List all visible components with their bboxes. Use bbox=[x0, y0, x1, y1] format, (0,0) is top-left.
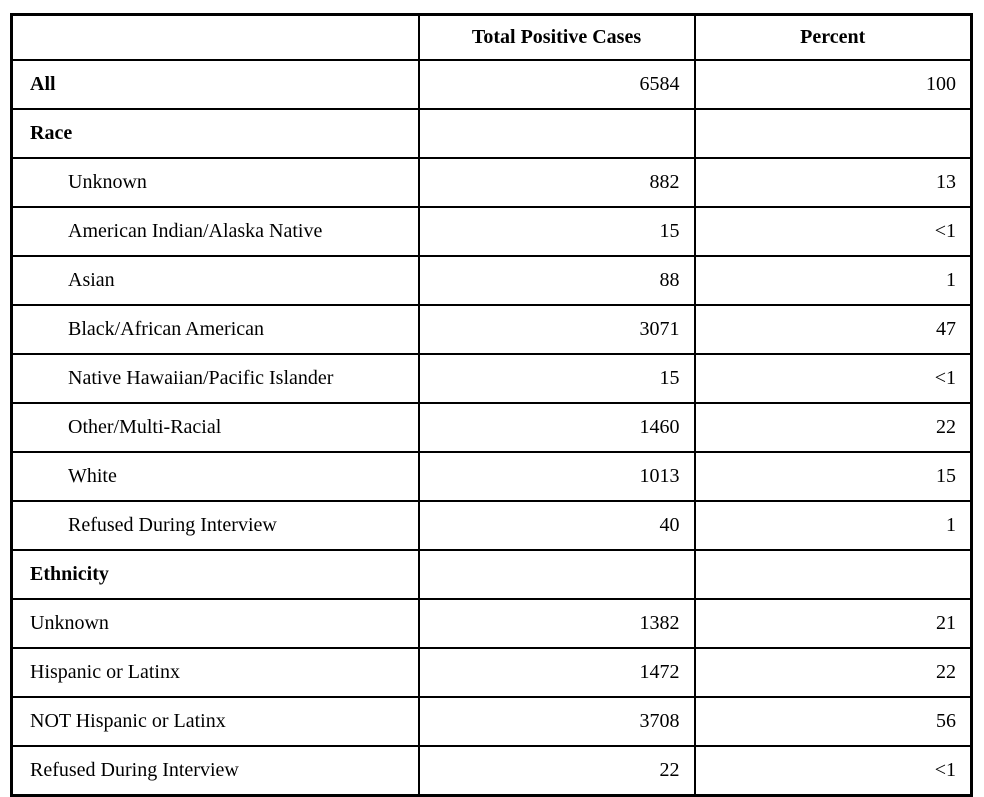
cases-value: 88 bbox=[417, 255, 696, 306]
percent-value: <1 bbox=[693, 206, 973, 257]
percent-value: 22 bbox=[693, 402, 973, 453]
table-row: Other/Multi-Racial 1460 22 bbox=[10, 402, 973, 453]
row-label: All bbox=[10, 59, 420, 110]
cases-value: 1460 bbox=[417, 402, 696, 453]
percent-value: 56 bbox=[693, 696, 973, 747]
percent-value: 15 bbox=[693, 451, 973, 502]
percent-value: <1 bbox=[693, 353, 973, 404]
percent-value: 1 bbox=[693, 500, 973, 551]
table-row: Native Hawaiian/Pacific Islander 15 <1 bbox=[10, 353, 973, 404]
cases-value: 1382 bbox=[417, 598, 696, 649]
cases-value: 1472 bbox=[417, 647, 696, 698]
row-label: Asian bbox=[10, 255, 420, 306]
cases-value bbox=[417, 549, 696, 600]
row-label: Unknown bbox=[10, 157, 420, 208]
table-row: American Indian/Alaska Native 15 <1 bbox=[10, 206, 973, 257]
table-row: NOT Hispanic or Latinx 3708 56 bbox=[10, 696, 973, 747]
percent-value bbox=[693, 549, 973, 600]
row-label: Unknown bbox=[10, 598, 420, 649]
cases-value: 882 bbox=[417, 157, 696, 208]
table-row: Unknown 882 13 bbox=[10, 157, 973, 208]
percent-value: 1 bbox=[693, 255, 973, 306]
cases-value bbox=[417, 108, 696, 159]
table-row: White 1013 15 bbox=[10, 451, 973, 502]
column-header-total-positive-cases: Total Positive Cases bbox=[417, 13, 696, 61]
row-label: Black/African American bbox=[10, 304, 420, 355]
cases-value: 15 bbox=[417, 353, 696, 404]
table-row-ethnicity-section: Ethnicity bbox=[10, 549, 973, 600]
percent-value: <1 bbox=[693, 745, 973, 797]
table-row: Hispanic or Latinx 1472 22 bbox=[10, 647, 973, 698]
table-row: Black/African American 3071 47 bbox=[10, 304, 973, 355]
percent-value: 13 bbox=[693, 157, 973, 208]
percent-value: 100 bbox=[693, 59, 973, 110]
positive-cases-table: Total Positive Cases Percent All 6584 10… bbox=[10, 13, 973, 797]
row-label: American Indian/Alaska Native bbox=[10, 206, 420, 257]
cases-value: 3071 bbox=[417, 304, 696, 355]
section-label: Ethnicity bbox=[10, 549, 420, 600]
percent-value: 21 bbox=[693, 598, 973, 649]
cases-value: 6584 bbox=[417, 59, 696, 110]
cases-value: 1013 bbox=[417, 451, 696, 502]
section-label: Race bbox=[10, 108, 420, 159]
row-label: Refused During Interview bbox=[10, 745, 420, 797]
cases-value: 15 bbox=[417, 206, 696, 257]
cases-value: 22 bbox=[417, 745, 696, 797]
table-row-race-section: Race bbox=[10, 108, 973, 159]
table-row: Refused During Interview 40 1 bbox=[10, 500, 973, 551]
row-label: Hispanic or Latinx bbox=[10, 647, 420, 698]
row-label: NOT Hispanic or Latinx bbox=[10, 696, 420, 747]
percent-value: 22 bbox=[693, 647, 973, 698]
row-label: White bbox=[10, 451, 420, 502]
row-label: Native Hawaiian/Pacific Islander bbox=[10, 353, 420, 404]
row-label: Other/Multi-Racial bbox=[10, 402, 420, 453]
cases-value: 3708 bbox=[417, 696, 696, 747]
percent-value: 47 bbox=[693, 304, 973, 355]
column-header-empty bbox=[10, 13, 420, 61]
table-row: Unknown 1382 21 bbox=[10, 598, 973, 649]
header-row: Total Positive Cases Percent bbox=[10, 13, 973, 61]
row-label: Refused During Interview bbox=[10, 500, 420, 551]
table-row: Refused During Interview 22 <1 bbox=[10, 745, 973, 797]
percent-value bbox=[693, 108, 973, 159]
table-row-all: All 6584 100 bbox=[10, 59, 973, 110]
cases-value: 40 bbox=[417, 500, 696, 551]
column-header-percent: Percent bbox=[693, 13, 973, 61]
table-row: Asian 88 1 bbox=[10, 255, 973, 306]
